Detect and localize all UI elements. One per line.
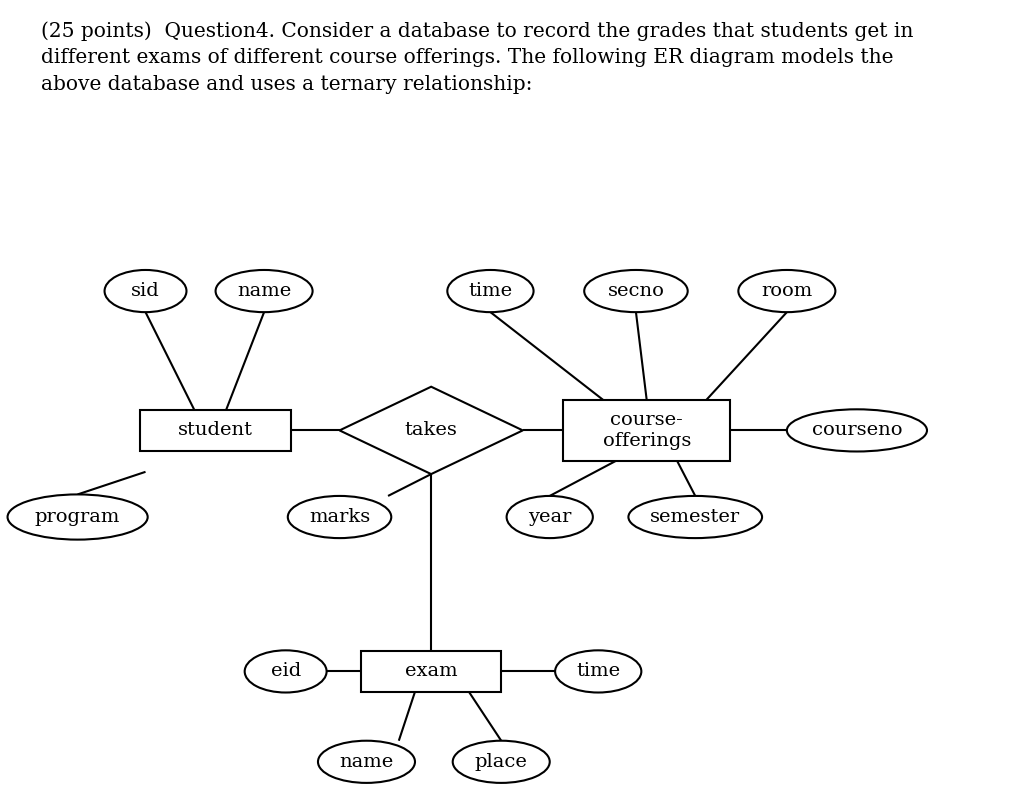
Text: year: year xyxy=(528,508,571,526)
Ellipse shape xyxy=(447,270,534,312)
Text: secno: secno xyxy=(607,282,665,300)
Ellipse shape xyxy=(216,270,312,312)
Text: marks: marks xyxy=(309,508,370,526)
FancyBboxPatch shape xyxy=(140,410,291,451)
Ellipse shape xyxy=(453,741,550,783)
Text: place: place xyxy=(475,753,527,771)
FancyBboxPatch shape xyxy=(563,400,730,461)
Text: (25 points)  Question4. Consider a database to record the grades that students g: (25 points) Question4. Consider a databa… xyxy=(41,21,913,94)
Text: time: time xyxy=(577,663,621,680)
Text: takes: takes xyxy=(404,421,458,439)
Text: course-
offerings: course- offerings xyxy=(602,411,691,449)
Text: name: name xyxy=(339,753,393,771)
Ellipse shape xyxy=(738,270,836,312)
Ellipse shape xyxy=(555,650,641,692)
FancyBboxPatch shape xyxy=(361,650,501,692)
Ellipse shape xyxy=(245,650,327,692)
Ellipse shape xyxy=(288,496,391,538)
Text: room: room xyxy=(761,282,812,300)
Ellipse shape xyxy=(7,495,147,540)
Text: eid: eid xyxy=(270,663,301,680)
Text: time: time xyxy=(468,282,512,300)
Text: name: name xyxy=(237,282,291,300)
Text: program: program xyxy=(35,508,120,526)
Text: courseno: courseno xyxy=(812,421,902,439)
Text: sid: sid xyxy=(131,282,160,300)
Ellipse shape xyxy=(318,741,415,783)
Text: student: student xyxy=(178,421,253,439)
Ellipse shape xyxy=(104,270,186,312)
Ellipse shape xyxy=(585,270,688,312)
Polygon shape xyxy=(340,387,523,474)
Text: semester: semester xyxy=(650,508,740,526)
Ellipse shape xyxy=(786,409,927,451)
Ellipse shape xyxy=(507,496,593,538)
Text: exam: exam xyxy=(404,663,458,680)
Ellipse shape xyxy=(629,496,762,538)
